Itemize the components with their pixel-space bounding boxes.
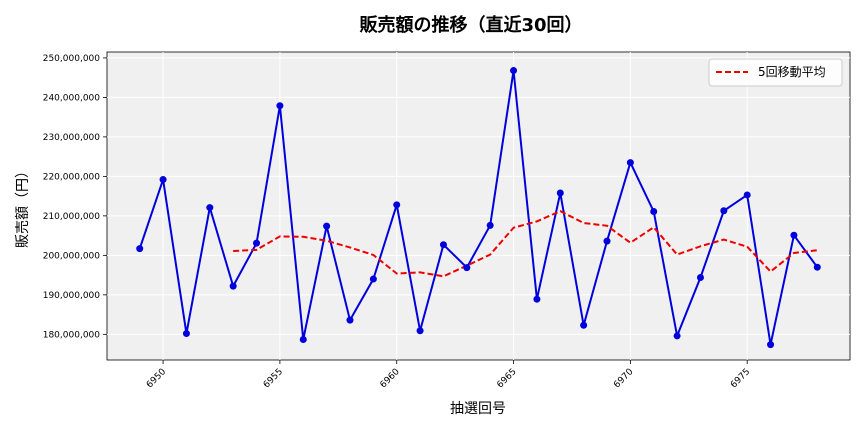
series-group: [136, 67, 821, 349]
data-point: [720, 207, 728, 215]
data-point: [416, 327, 424, 335]
data-point: [439, 241, 447, 249]
grid-lines: [107, 52, 850, 360]
data-point: [323, 222, 331, 230]
data-point: [767, 341, 775, 349]
data-point: [696, 273, 704, 281]
x-tick-label: 6965: [495, 367, 518, 390]
y-axis-ticks: 180,000,000 190,000,000 200,000,000 210,000…: [43, 54, 107, 340]
data-point: [486, 221, 494, 229]
data-point: [346, 316, 354, 324]
y-tick-label: 230,000,000: [43, 133, 101, 143]
data-point: [229, 282, 237, 290]
y-axis-label: 販売額（円）: [15, 164, 31, 248]
data-point: [253, 239, 261, 247]
x-tick-label: 6960: [379, 367, 402, 390]
data-point: [369, 275, 377, 283]
x-tick-label: 6955: [262, 367, 285, 390]
y-tick-label: 180,000,000: [43, 330, 101, 340]
data-point: [790, 231, 798, 239]
y-tick-label: 200,000,000: [43, 251, 101, 261]
data-point: [673, 332, 681, 340]
data-point: [463, 264, 471, 272]
data-point: [299, 335, 307, 343]
y-tick-label: 250,000,000: [43, 54, 101, 64]
data-point: [603, 237, 611, 245]
data-point: [580, 321, 588, 329]
data-point: [159, 176, 167, 184]
data-point: [743, 191, 751, 199]
plot-area: [106, 51, 851, 361]
chart-title: 販売額の推移（直近30回）: [359, 14, 582, 36]
data-point: [182, 330, 190, 338]
legend-label-moving-average: 5回移動平均: [758, 65, 826, 79]
y-tick-label: 210,000,000: [43, 212, 101, 222]
x-axis-ticks: 6950 6955 6960 6965 6970 6975: [145, 360, 752, 390]
legend-box: [708, 58, 843, 87]
data-point: [650, 208, 658, 216]
data-point: [510, 67, 518, 75]
y-tick-label: 190,000,000: [43, 291, 101, 301]
data-point: [556, 189, 564, 197]
x-tick-label: 6975: [729, 367, 752, 390]
data-point: [393, 201, 401, 209]
data-point: [626, 159, 634, 167]
x-tick-label: 6970: [612, 367, 635, 390]
data-point: [206, 204, 214, 212]
x-axis-label: 抽選回号: [450, 401, 506, 417]
data-point: [136, 245, 144, 253]
series-line-moving-average: [233, 210, 818, 278]
y-tick-label: 220,000,000: [43, 172, 101, 182]
data-point: [276, 102, 284, 110]
y-tick-label: 240,000,000: [43, 93, 101, 103]
x-tick-label: 6950: [145, 367, 168, 390]
data-point: [813, 263, 821, 271]
data-point: [533, 295, 541, 303]
legend: 5回移動平均: [708, 58, 843, 87]
